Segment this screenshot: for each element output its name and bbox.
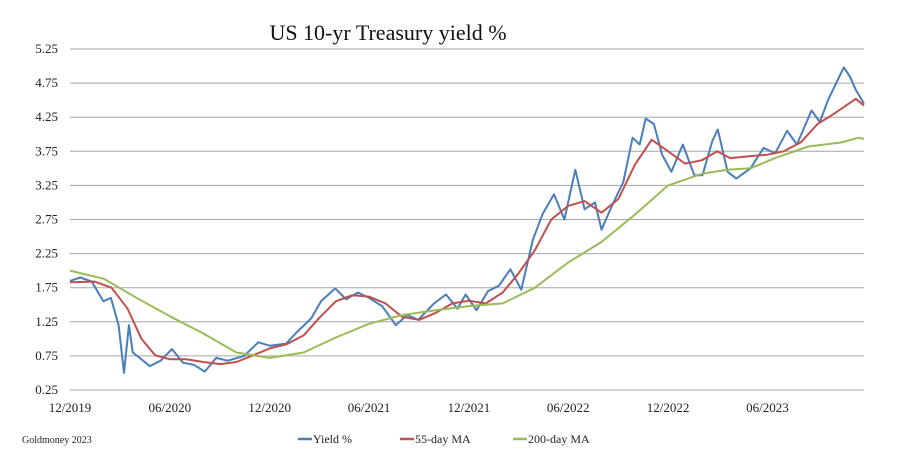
chart-title: US 10-yr Treasury yield % — [269, 20, 506, 45]
x-tick-label: 12/2020 — [248, 400, 291, 415]
source-label: Goldmoney 2023 — [22, 435, 92, 446]
series-line-55-day-ma — [69, 97, 865, 366]
y-tick-label: 5.25 — [35, 41, 58, 56]
x-tick-label: 12/2019 — [49, 400, 92, 415]
x-tick-label: 06/2020 — [149, 400, 192, 415]
y-tick-label: 0.25 — [35, 382, 58, 397]
legend-label: Yield % — [313, 432, 352, 446]
y-tick-label: 3.75 — [35, 143, 58, 158]
x-tick-label: 06/2022 — [547, 400, 590, 415]
legend-item: 200-day MA — [513, 432, 590, 446]
series-line-200-day-ma — [69, 136, 865, 359]
legend-item: 55-day MA — [400, 432, 471, 446]
x-tick-label: 06/2021 — [348, 400, 391, 415]
legend-label: 55-day MA — [415, 432, 471, 446]
y-tick-label: 1.75 — [35, 280, 58, 295]
y-tick-label: 0.75 — [35, 348, 58, 363]
y-tick-label: 3.25 — [35, 177, 58, 192]
y-tick-label: 2.75 — [35, 212, 58, 227]
y-tick-label: 2.25 — [35, 246, 58, 261]
y-tick-label: 4.75 — [35, 75, 58, 90]
y-tick-label: 1.25 — [35, 314, 58, 329]
series-line-yield — [69, 66, 865, 374]
x-tick-label: 12/2022 — [647, 400, 690, 415]
y-tick-label: 4.25 — [35, 109, 58, 124]
legend-label: 200-day MA — [528, 432, 590, 446]
x-tick-label: 12/2021 — [448, 400, 491, 415]
x-tick-label: 06/2023 — [746, 400, 789, 415]
legend-item: Yield % — [298, 432, 352, 446]
